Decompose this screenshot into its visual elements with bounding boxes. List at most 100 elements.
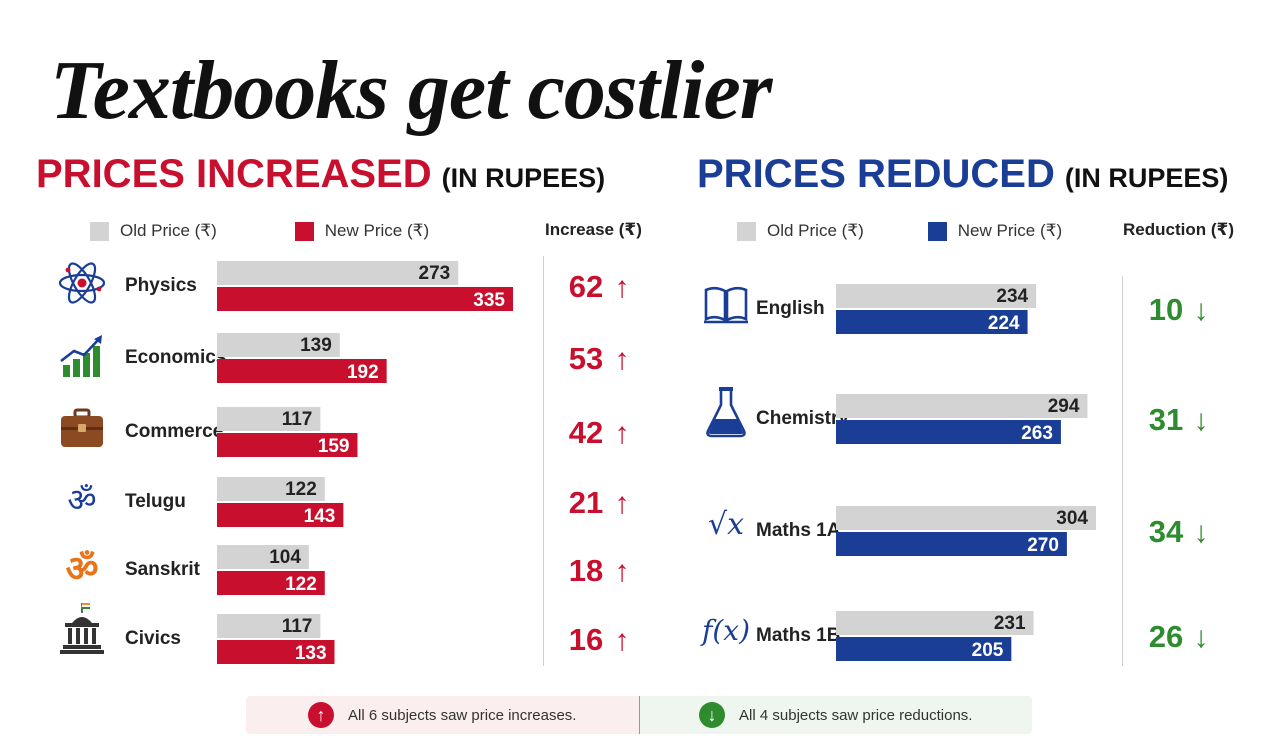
old-price-bar-maths-1b	[836, 611, 1034, 635]
change-value-civics: 16	[569, 622, 603, 657]
new-price-bar-english	[836, 310, 1028, 334]
summary-reduction-text: All 4 subjects saw price reductions.	[739, 706, 973, 724]
new-price-bar-sanskrit	[217, 571, 325, 595]
main-title: Textbooks get costlier	[50, 44, 772, 137]
new-price-bar-commerce	[217, 433, 358, 457]
legend-label-new: New Price (₹)	[324, 221, 430, 240]
reduced-legend: Old Price (₹) New Price (₹)	[737, 220, 1062, 242]
old-price-bar-maths-1a	[836, 506, 1096, 530]
legend-label-old: Old Price (₹)	[120, 221, 217, 240]
open-book-icon	[700, 278, 752, 330]
change-value-maths-1a: 34	[1149, 514, 1184, 549]
up-arrow-icon-telugu: ↑	[615, 487, 630, 520]
legend-swatch-new	[927, 221, 947, 241]
reduced-heading: PRICES REDUCED	[697, 152, 1055, 196]
category-label-maths-1a: Maths 1A	[756, 520, 841, 541]
category-label-physics: Physics	[125, 275, 197, 296]
new-price-label-sanskrit: 122	[285, 574, 317, 595]
new-price-label-maths-1a: 270	[1027, 535, 1059, 556]
increased-unit-note: (IN RUPEES)	[441, 163, 606, 193]
change-value-physics: 62	[569, 269, 603, 304]
legend-swatch-old	[737, 221, 756, 241]
new-price-bar-telugu	[217, 503, 344, 527]
change-value-maths-1b: 26	[1149, 619, 1183, 654]
down-arrow-icon-english: ↓	[1194, 294, 1209, 327]
summary-increase-text: All 6 subjects saw price increases.	[348, 706, 577, 724]
category-label-civics: Civics	[125, 628, 181, 649]
down-arrow-icon-chemistry: ↓	[1194, 404, 1209, 437]
new-price-label-physics: 335	[473, 290, 505, 311]
old-price-label-civics: 117	[282, 616, 313, 637]
telugu-om-icon: ॐ	[67, 480, 97, 519]
flask-icon	[700, 386, 752, 438]
new-price-bar-physics	[217, 287, 513, 311]
category-label-economics: Economics	[125, 347, 226, 368]
change-value-telugu: 21	[569, 485, 603, 520]
summary-increase: ↑ All 6 subjects saw price increases.	[246, 696, 639, 734]
up-arrow-icon-economics: ↑	[615, 343, 630, 376]
change-value-commerce: 42	[569, 415, 603, 450]
increase-column-divider	[543, 256, 544, 666]
old-price-bar-telugu	[217, 477, 325, 501]
increased-heading: PRICES INCREASED	[36, 152, 432, 196]
legend-item-old: Old Price (₹)	[90, 221, 217, 241]
legend-label-new: New Price (₹)	[957, 221, 1063, 240]
change-value-economics: 53	[569, 341, 603, 376]
legend-item-new: New Price (₹)	[294, 221, 430, 241]
new-price-bar-chemistry	[836, 420, 1061, 444]
down-arrow-circle-icon: ↓	[699, 702, 726, 728]
new-price-label-maths-1b: 205	[972, 640, 1004, 661]
new-price-bar-civics	[217, 640, 335, 664]
old-price-label-telugu: 122	[285, 479, 317, 500]
summary-reduction: ↓ All 4 subjects saw price reductions.	[638, 696, 1032, 734]
category-label-english: English	[756, 298, 825, 319]
up-arrow-icon-sanskrit: ↑	[615, 555, 630, 588]
new-price-label-english: 224	[988, 313, 1020, 334]
change-value-english: 10	[1149, 292, 1183, 327]
down-arrow-icon-maths-1a: ↓	[1194, 516, 1209, 549]
increase-header: Increase (₹)	[545, 220, 642, 239]
up-arrow-icon-physics: ↑	[615, 271, 630, 304]
old-price-bar-chemistry	[836, 394, 1088, 418]
atom-icon	[56, 257, 108, 309]
old-price-label-sanskrit: 104	[269, 547, 301, 568]
government-building-icon	[56, 603, 108, 656]
category-label-chemistry: Chemistry	[756, 408, 849, 429]
old-price-bar-commerce	[217, 407, 321, 431]
legend-label-old: Old Price (₹)	[767, 221, 864, 240]
new-price-bar-maths-1a	[836, 532, 1067, 556]
om-icon: ॐ	[65, 548, 99, 590]
old-price-label-economics: 139	[300, 335, 332, 356]
old-price-label-english: 234	[996, 286, 1028, 307]
new-price-label-chemistry: 263	[1021, 423, 1053, 444]
function-icon: f(x)	[701, 613, 750, 647]
old-price-bar-physics	[217, 261, 459, 285]
old-price-bar-sanskrit	[217, 545, 309, 569]
old-price-label-commerce: 117	[282, 409, 313, 430]
reduced-unit-note: (IN RUPEES)	[1064, 163, 1229, 193]
new-price-label-commerce: 159	[318, 436, 350, 457]
legend-swatch-new	[294, 221, 314, 241]
old-price-bar-civics	[217, 614, 321, 638]
increased-section-title: PRICES INCREASED (IN RUPEES)	[36, 152, 605, 197]
category-label-sanskrit: Sanskrit	[125, 559, 201, 580]
briefcase-icon	[56, 402, 108, 454]
up-arrow-icon-commerce: ↑	[615, 417, 630, 450]
category-label-commerce: Commerce	[125, 421, 223, 442]
up-arrow-circle-icon: ↑	[308, 702, 335, 728]
old-price-label-chemistry: 294	[1048, 396, 1080, 417]
legend-item-old: Old Price (₹)	[737, 221, 864, 241]
legend-swatch-old	[90, 221, 109, 241]
square-root-icon: √x	[707, 506, 745, 542]
growth-chart-icon	[56, 330, 108, 382]
old-price-label-physics: 273	[419, 263, 451, 284]
category-label-maths-1b: Maths 1B	[756, 625, 840, 646]
new-price-bar-maths-1b	[836, 637, 1012, 661]
change-value-sanskrit: 18	[569, 553, 603, 588]
reduction-column-divider	[1122, 276, 1123, 666]
down-arrow-icon-maths-1b: ↓	[1194, 621, 1209, 654]
old-price-bar-economics	[217, 333, 340, 357]
new-price-bar-economics	[217, 359, 387, 383]
legend-item-new: New Price (₹)	[927, 221, 1063, 241]
